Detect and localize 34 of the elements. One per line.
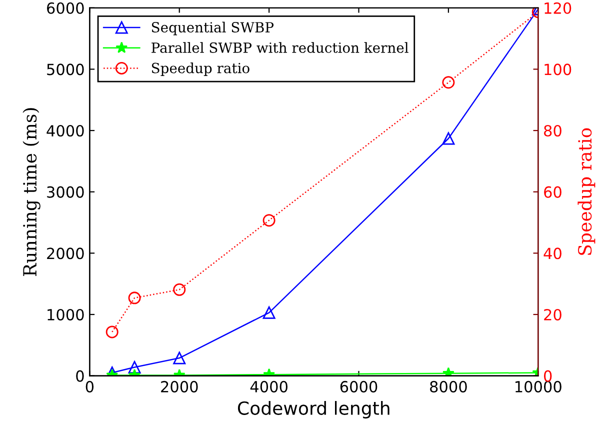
point xyxy=(106,326,118,338)
y-tick-label: 1000 xyxy=(48,308,84,321)
y2-tick-label: 100 xyxy=(544,64,572,76)
y2-tick-label: 40 xyxy=(544,248,562,260)
y-tick-label: 6000 xyxy=(47,2,84,14)
x-tick-label: 0 xyxy=(86,380,94,392)
legend-label: Sequential SWBP xyxy=(152,22,274,36)
y-tick-label: 0 xyxy=(76,370,84,382)
point xyxy=(442,132,455,145)
y2-tick-label: 80 xyxy=(544,124,562,137)
y2-tick-label: 20 xyxy=(544,308,562,321)
point xyxy=(173,283,186,296)
y-tick-label: 3000 xyxy=(47,186,84,198)
x-tick-label: 2000 xyxy=(161,380,198,392)
x-axis-title: Codeword length xyxy=(238,401,390,418)
y-tick-label: 5000 xyxy=(47,64,84,76)
point xyxy=(128,292,141,304)
y-tick-label: 2000 xyxy=(47,248,84,260)
x-tick-label: 10000 xyxy=(516,380,562,392)
legend-label: Parallel SWBP with reduction kernel xyxy=(152,42,408,53)
legend-label: Speedup ratio xyxy=(152,62,250,76)
x-tick-label: 6000 xyxy=(340,380,378,392)
point xyxy=(442,367,454,376)
x-tick-label: 4000 xyxy=(250,380,288,392)
y2-axis-title: Speedup ratio xyxy=(578,128,596,255)
y-tick-label: 4000 xyxy=(46,124,84,137)
y2-tick-label: 0 xyxy=(544,370,552,382)
x-tick-label: 8000 xyxy=(430,380,467,392)
point xyxy=(262,214,276,227)
y2-tick-label: 60 xyxy=(544,186,562,198)
point xyxy=(262,306,276,319)
y-axis-title: Running time (ms) xyxy=(22,108,40,276)
point xyxy=(442,76,455,89)
y2-tick-label: 120 xyxy=(544,2,572,14)
